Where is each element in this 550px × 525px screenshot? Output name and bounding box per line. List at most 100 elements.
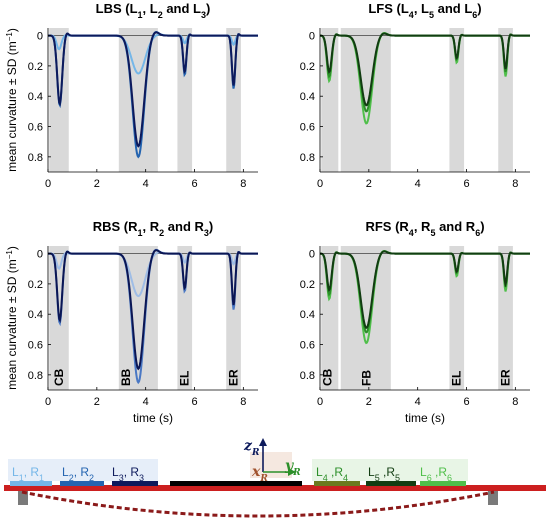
sensor-label: L1, R1	[12, 465, 44, 483]
x-tick-label: 4	[415, 396, 421, 408]
y-axis-title-close: )	[5, 28, 19, 32]
sensor-label: L4 ,R4	[316, 465, 348, 483]
y-tick-label: 0.2	[28, 279, 43, 291]
x-tick-label: 2	[94, 396, 100, 408]
y-tick-label: 0.6	[300, 340, 315, 352]
series-line-2	[48, 249, 258, 371]
title-part: )	[480, 219, 484, 234]
support-right	[488, 491, 498, 505]
axis-label-bg	[250, 452, 292, 478]
sensor-label: L6 ,R6	[420, 465, 452, 483]
x-tick-label: 6	[191, 178, 197, 190]
y-tick-label: 0	[37, 31, 43, 43]
x-axis-title: time (s)	[405, 411, 445, 425]
axis-z-label: zR	[243, 438, 260, 458]
axis-x-label-main: x	[251, 464, 261, 480]
x-tick-label: 0	[317, 396, 323, 408]
x-tick-label: 8	[240, 178, 246, 190]
shaded-region-3	[226, 246, 241, 390]
title-part: , L	[143, 1, 158, 16]
x-tick-label: 4	[143, 396, 149, 408]
title-part: and R	[164, 219, 204, 234]
x-tick-label: 0	[45, 178, 51, 190]
x-tick-label: 2	[366, 396, 372, 408]
y-axis-title-exponent: −1	[5, 250, 14, 260]
series-line-2	[48, 31, 258, 148]
y-tick-label: 0	[309, 31, 315, 43]
y-tick-label: 0.4	[28, 91, 43, 103]
sensor-label-sep: ,R	[432, 465, 448, 479]
title-part: and R	[435, 219, 475, 234]
left-label-bg	[8, 459, 158, 481]
axis-y-label: yR	[284, 458, 301, 478]
title-subscript: 4	[409, 10, 414, 20]
shaded-region-1	[340, 28, 391, 172]
shaded-region-3	[498, 246, 513, 390]
title-subscript: 3	[204, 228, 209, 238]
y-tick-label: 0	[309, 249, 315, 261]
sensor-label-sub: 5	[375, 473, 380, 483]
sensor-label-sep: , R	[24, 465, 40, 479]
sensor-label-sep: ,R	[380, 465, 396, 479]
y-axis-title: mean curvature ± SD (m−1)	[5, 28, 20, 172]
x-tick-label: 4	[415, 178, 421, 190]
sensor-label-main: L	[420, 465, 427, 479]
shaded-region-0	[321, 28, 339, 172]
x-tick-label: 8	[240, 396, 246, 408]
sensor-label: L2, R2	[62, 465, 94, 483]
title-part: , R	[414, 219, 431, 234]
sensor-label-sub2: 5	[395, 473, 400, 483]
y-tick-label: 0.6	[28, 122, 43, 134]
y-tick-label: 0.8	[300, 152, 315, 164]
sensor-strip-5	[366, 481, 416, 486]
y-axis-title-text: mean curvature ± SD (m	[5, 259, 19, 390]
axis-y-label-sub: R	[292, 468, 301, 478]
series-line-2	[319, 250, 530, 329]
sensor-label-main: L	[62, 465, 69, 479]
title-subscript: 4	[409, 228, 414, 238]
event-label-er: ER	[227, 369, 241, 386]
axis-z-label-main: z	[243, 438, 253, 454]
sensor-label-sub: 3	[119, 473, 124, 483]
sensor-label-main: L	[368, 465, 375, 479]
x-tick-label: 8	[512, 396, 518, 408]
shaded-region-0	[321, 246, 339, 390]
shaded-region-3	[226, 28, 241, 172]
y-axis-title-close: )	[5, 246, 19, 250]
title-part: RFS (R	[365, 219, 409, 234]
z-axis-arrowhead	[259, 438, 267, 446]
event-label-fb: FB	[359, 370, 373, 386]
sensor-label-sub2: 1	[39, 473, 44, 483]
right-label-bg	[312, 459, 468, 481]
support-left	[18, 491, 28, 505]
sensor-label-sub: 4	[323, 473, 328, 483]
event-label-bb: BB	[119, 368, 133, 386]
event-label-el: EL	[450, 371, 464, 386]
title-part: )	[206, 1, 210, 16]
shaded-region-1	[118, 246, 158, 390]
y-axis-title: mean curvature ± SD (m−1)	[5, 246, 20, 390]
y-tick-label: 0.8	[28, 370, 43, 382]
y-tick-label: 0.2	[28, 61, 43, 73]
sensor-label-sep: , R	[74, 465, 90, 479]
title-subscript: 6	[472, 10, 477, 20]
shaded-region-1	[118, 28, 158, 172]
chart-title: LFS (L4, L5 and L6)	[368, 1, 481, 20]
y-tick-label: 0.8	[28, 152, 43, 164]
x-tick-label: 2	[366, 178, 372, 190]
axis-y-label-main: y	[284, 458, 294, 474]
y-axis-arrowhead	[288, 468, 296, 476]
sensor-label-main: L	[316, 465, 323, 479]
sensor-strip-2	[112, 481, 158, 486]
y-tick-label: 0.2	[300, 61, 315, 73]
chart-title: RFS (R4, R5 and R6)	[365, 219, 484, 238]
title-subscript: 1	[138, 10, 143, 20]
sensor-strip-3	[170, 481, 302, 486]
title-subscript: 6	[475, 228, 480, 238]
title-part: and L	[434, 1, 472, 16]
shaded-region-1	[340, 246, 391, 390]
